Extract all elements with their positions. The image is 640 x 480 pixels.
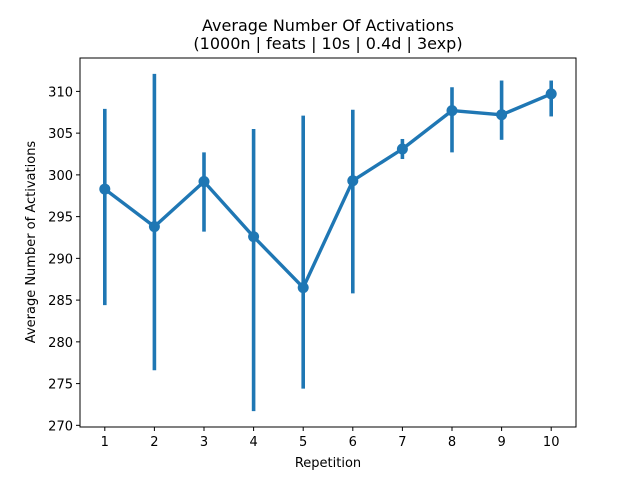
data-point <box>148 221 160 233</box>
x-tick-label: 3 <box>200 435 208 450</box>
x-tick-label: 5 <box>299 435 307 450</box>
data-point <box>198 176 210 188</box>
data-point <box>248 231 260 243</box>
data-point <box>297 282 309 294</box>
y-tick-label: 285 <box>48 294 73 309</box>
chart-subtitle: (1000n | feats | 10s | 0.4d | 3exp) <box>193 34 462 53</box>
y-tick-label: 290 <box>48 252 73 267</box>
y-tick-label: 300 <box>48 169 73 184</box>
y-tick-label: 295 <box>48 211 73 226</box>
x-tick-label: 10 <box>543 435 560 450</box>
plot-frame <box>79 57 577 428</box>
data-point <box>99 183 111 195</box>
series-layer <box>99 73 557 412</box>
y-tick-label: 270 <box>48 419 73 434</box>
y-axis: 270 275 280 285 290 295 300 305 310 <box>48 85 80 434</box>
series-line <box>103 92 552 290</box>
data-point <box>446 105 458 117</box>
y-tick-label: 275 <box>48 378 73 393</box>
data-point <box>496 109 508 121</box>
data-point <box>545 88 557 100</box>
x-axis-label: Repetition <box>295 456 361 471</box>
x-tick-label: 4 <box>249 435 257 450</box>
x-tick-label: 8 <box>448 435 456 450</box>
data-point <box>396 143 408 155</box>
y-tick-label: 280 <box>48 336 73 351</box>
y-tick-label: 310 <box>48 85 73 100</box>
x-tick-label: 2 <box>150 435 158 450</box>
chart-title: Average Number Of Activations <box>202 16 454 35</box>
x-tick-label: 7 <box>398 435 406 450</box>
x-tick-label: 1 <box>101 435 109 450</box>
y-axis-label: Average Number of Activations <box>24 141 39 344</box>
x-tick-label: 9 <box>497 435 505 450</box>
x-tick-label: 6 <box>349 435 357 450</box>
x-axis: 1 2 3 4 5 6 7 8 9 10 <box>101 427 560 450</box>
y-tick-label: 305 <box>48 127 73 142</box>
data-point <box>347 175 359 187</box>
